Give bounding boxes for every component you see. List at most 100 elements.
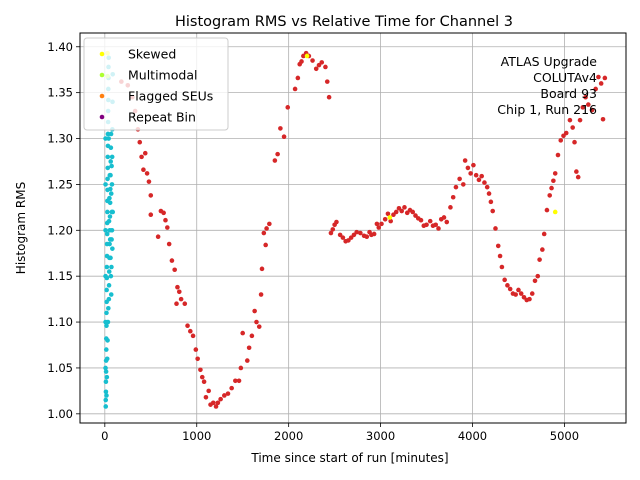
annotation-line: ATLAS Upgrade xyxy=(501,54,598,69)
data-point xyxy=(537,257,542,262)
data-point xyxy=(267,221,272,227)
data-point xyxy=(105,165,111,171)
data-point xyxy=(563,130,569,136)
data-point xyxy=(558,138,564,143)
data-point xyxy=(552,209,558,215)
legend-marker xyxy=(99,72,105,78)
legend-marker xyxy=(99,93,105,99)
x-tick-label: 1000 xyxy=(182,429,211,443)
data-point xyxy=(330,227,336,232)
data-point xyxy=(410,209,416,215)
data-point xyxy=(518,291,524,296)
data-point xyxy=(174,301,179,307)
data-point xyxy=(278,126,283,131)
data-point xyxy=(535,273,541,279)
data-point xyxy=(552,171,558,176)
data-point xyxy=(109,227,115,233)
data-point xyxy=(244,358,250,363)
data-point xyxy=(106,269,112,274)
data-point xyxy=(444,219,450,225)
data-point xyxy=(589,107,595,113)
data-point xyxy=(108,255,113,261)
data-point xyxy=(178,296,184,302)
data-point xyxy=(104,323,109,329)
data-point xyxy=(549,185,554,191)
data-point xyxy=(108,191,114,196)
data-point xyxy=(484,184,490,190)
plot-frame xyxy=(79,32,627,424)
data-point xyxy=(600,116,606,122)
data-point xyxy=(166,241,172,247)
data-point xyxy=(527,296,532,302)
data-point xyxy=(218,396,223,402)
x-axis: 0 1000 2000 3000 4000 5000 xyxy=(101,423,579,443)
data-point xyxy=(374,221,380,227)
data-point xyxy=(427,218,433,224)
data-point xyxy=(105,338,110,343)
data-point xyxy=(541,231,547,237)
data-point xyxy=(575,174,581,180)
data-point xyxy=(104,310,109,316)
data-point xyxy=(532,278,538,284)
data-point xyxy=(105,176,110,182)
data-point xyxy=(106,218,112,224)
legend: Skewed Multimodal Flagged SEUs Repeat Bin xyxy=(83,37,229,131)
data-point xyxy=(176,289,182,295)
data-point xyxy=(418,217,424,223)
legend-box xyxy=(83,37,229,131)
data-point xyxy=(324,79,330,84)
data-point xyxy=(175,284,180,290)
data-point xyxy=(393,209,399,215)
data-point xyxy=(513,292,518,297)
data-point xyxy=(399,208,405,214)
data-point xyxy=(340,235,346,240)
data-point xyxy=(203,395,209,400)
data-point xyxy=(106,283,112,288)
data-point xyxy=(490,208,496,214)
data-point xyxy=(213,404,219,409)
data-point xyxy=(424,222,429,228)
data-point xyxy=(299,59,304,64)
data-point xyxy=(551,178,556,184)
data-point xyxy=(190,333,196,339)
data-point xyxy=(107,195,112,201)
data-point xyxy=(139,154,144,160)
legend-label: Multimodal xyxy=(128,68,197,83)
data-point xyxy=(387,215,393,220)
annotation-line: Board 93 xyxy=(540,86,597,101)
y-tick-label: 1.15 xyxy=(47,269,73,283)
legend-label: Flagged SEUs xyxy=(128,89,213,104)
data-point xyxy=(106,296,112,302)
data-point xyxy=(215,400,221,406)
data-point xyxy=(567,117,573,123)
data-point xyxy=(148,212,154,217)
data-point xyxy=(104,374,110,380)
data-point xyxy=(144,171,150,176)
data-point xyxy=(104,356,110,362)
data-point xyxy=(104,393,109,398)
data-point xyxy=(310,58,315,63)
data-point xyxy=(465,165,471,171)
data-point xyxy=(103,397,109,403)
data-point xyxy=(233,378,238,384)
data-point xyxy=(441,215,447,220)
data-point xyxy=(225,391,231,396)
data-point xyxy=(593,86,598,92)
data-point xyxy=(281,134,287,139)
data-point xyxy=(285,105,291,110)
data-point xyxy=(106,305,111,311)
x-tick-label: 3000 xyxy=(366,429,395,443)
y-tick-label: 1.10 xyxy=(47,315,73,329)
data-point xyxy=(476,177,482,183)
y-tick-label: 1.00 xyxy=(47,407,73,421)
data-point xyxy=(436,226,441,231)
data-point xyxy=(108,131,114,137)
data-point xyxy=(495,243,501,249)
data-point xyxy=(574,169,579,174)
data-point xyxy=(141,167,146,173)
data-point xyxy=(103,227,108,233)
data-point xyxy=(354,229,359,235)
data-point xyxy=(107,172,113,178)
